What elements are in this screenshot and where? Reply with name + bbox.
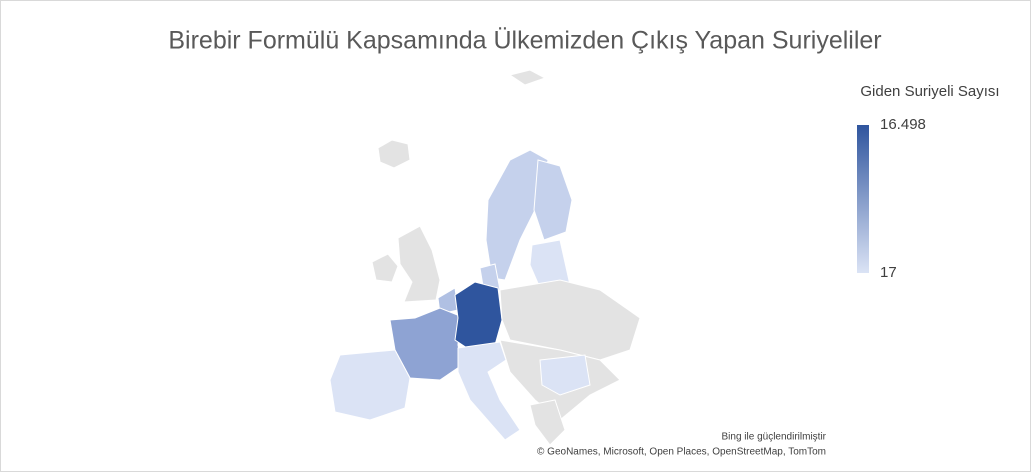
legend-min-label: 17: [880, 264, 897, 281]
legend-title: Giden Suriyeli Sayısı: [860, 83, 999, 100]
legend-max-label: 16.498: [880, 116, 926, 133]
attribution: © GeoNames, Microsoft, Open Places, Open…: [537, 447, 826, 458]
legend-color-scale: [857, 125, 869, 273]
powered-by: Bing ile güçlendirilmiştir: [722, 432, 827, 443]
chart-title: Birebir Formülü Kapsamında Ülkemizden Çı…: [168, 27, 881, 55]
map: [329, 69, 641, 446]
